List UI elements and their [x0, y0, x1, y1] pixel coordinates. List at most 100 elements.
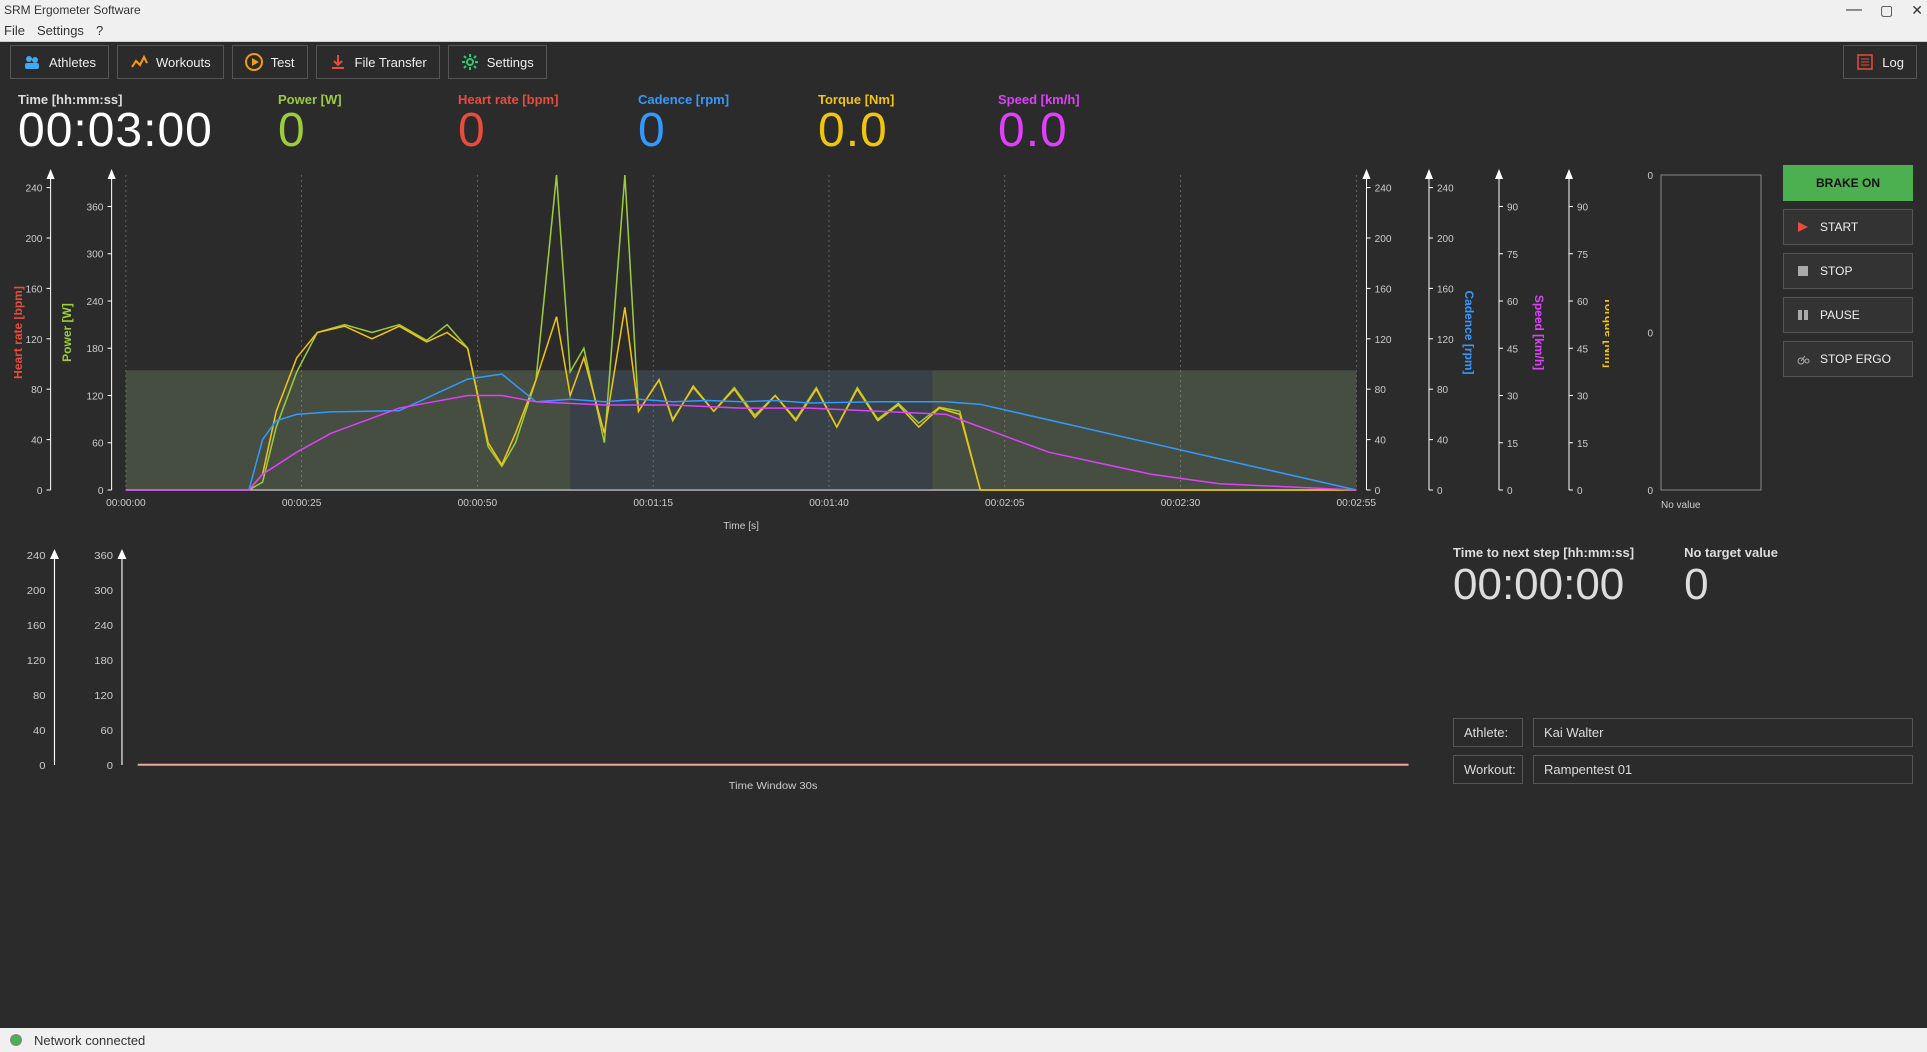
- svg-text:Speed [km/h]: Speed [km/h]: [1532, 295, 1546, 370]
- metric-time-value: 00:03:00: [18, 107, 258, 155]
- svg-text:40: 40: [1437, 436, 1449, 447]
- no-target-label: No target value: [1684, 545, 1778, 560]
- svg-text:40: 40: [31, 436, 43, 447]
- svg-text:90: 90: [1507, 203, 1519, 214]
- svg-text:240: 240: [94, 621, 113, 632]
- svg-text:0: 0: [1507, 486, 1513, 497]
- menu-settings[interactable]: Settings: [37, 23, 84, 38]
- main-chart: 04080120160200240Heart rate [bpm]0601201…: [14, 165, 1397, 535]
- settings-button[interactable]: Settings: [448, 45, 547, 79]
- svg-text:240: 240: [27, 551, 46, 562]
- brake-button[interactable]: BRAKE ON: [1783, 165, 1913, 201]
- svg-text:0: 0: [1577, 486, 1583, 497]
- svg-text:Time [s]: Time [s]: [723, 521, 759, 532]
- file-transfer-button[interactable]: File Transfer: [316, 45, 440, 79]
- metric-torque: Torque [Nm] 0.0: [818, 92, 978, 155]
- athlete-value: Kai Walter: [1533, 718, 1913, 747]
- workout-label: Workout:: [1453, 755, 1523, 784]
- log-label: Log: [1882, 55, 1904, 70]
- svg-text:120: 120: [26, 335, 43, 346]
- metric-speed-value: 0.0: [998, 107, 1158, 155]
- start-button[interactable]: START: [1783, 209, 1913, 245]
- athlete-row: Athlete: Kai Walter: [1453, 718, 1913, 747]
- stop-ergo-icon: [1796, 352, 1810, 366]
- pause-label: PAUSE: [1820, 308, 1860, 322]
- svg-text:75: 75: [1577, 250, 1589, 261]
- menu-file[interactable]: File: [4, 23, 25, 38]
- svg-text:90: 90: [1577, 203, 1589, 214]
- no-target: No target value 0: [1684, 545, 1778, 610]
- close-icon[interactable]: ✕: [1911, 2, 1923, 19]
- pause-button[interactable]: PAUSE: [1783, 297, 1913, 333]
- svg-text:Heart rate [bpm]: Heart rate [bpm]: [14, 286, 25, 379]
- svg-text:0: 0: [107, 761, 113, 772]
- svg-text:45: 45: [1577, 344, 1589, 355]
- metric-speed: Speed [km/h] 0.0: [998, 92, 1158, 155]
- workouts-button[interactable]: Workouts: [117, 45, 224, 79]
- svg-text:60: 60: [1577, 297, 1589, 308]
- test-icon: [245, 53, 263, 71]
- svg-text:Torque [Nm]: Torque [Nm]: [1602, 297, 1609, 367]
- workout-row: Workout: Rampentest 01: [1453, 755, 1913, 784]
- svg-text:360: 360: [87, 203, 104, 214]
- athletes-label: Athletes: [49, 55, 96, 70]
- maximize-icon[interactable]: ▢: [1880, 2, 1893, 19]
- right-axes-extra: 04080120160200240Cadence [rpm]0153045607…: [1409, 165, 1609, 535]
- info-column: Time to next step [hh:mm:ss] 00:00:00 No…: [1443, 545, 1913, 795]
- svg-text:300: 300: [94, 586, 113, 597]
- svg-text:300: 300: [87, 250, 104, 261]
- next-step-value: 00:00:00: [1453, 560, 1634, 610]
- svg-text:15: 15: [1507, 439, 1519, 450]
- svg-text:Cadence [rpm]: Cadence [rpm]: [1462, 290, 1476, 374]
- svg-text:00:00:50: 00:00:50: [458, 498, 498, 509]
- window-title: SRM Ergometer Software: [4, 3, 141, 17]
- svg-text:0: 0: [1647, 486, 1653, 497]
- workout-value: Rampentest 01: [1533, 755, 1913, 784]
- pause-icon: [1796, 308, 1810, 322]
- svg-text:00:01:40: 00:01:40: [809, 498, 849, 509]
- svg-text:0: 0: [37, 486, 43, 497]
- svg-text:120: 120: [94, 691, 113, 702]
- metric-cadence: Cadence [rpm] 0: [638, 92, 798, 155]
- metric-cadence-value: 0: [638, 107, 798, 155]
- svg-text:60: 60: [92, 439, 104, 450]
- svg-text:00:01:15: 00:01:15: [633, 498, 673, 509]
- brake-label: BRAKE ON: [1816, 176, 1880, 190]
- metrics-row: Time [hh:mm:ss] 00:03:00 Power [W] 0 Hea…: [14, 88, 1913, 165]
- svg-text:360: 360: [94, 551, 113, 562]
- svg-text:75: 75: [1507, 250, 1519, 261]
- stop-button[interactable]: STOP: [1783, 253, 1913, 289]
- stop-label: STOP: [1820, 264, 1852, 278]
- log-button[interactable]: Log: [1843, 45, 1917, 79]
- athlete-label: Athlete:: [1453, 718, 1523, 747]
- minimize-icon[interactable]: —: [1846, 1, 1862, 19]
- svg-text:00:00:25: 00:00:25: [282, 498, 322, 509]
- svg-text:120: 120: [87, 392, 104, 403]
- svg-text:0: 0: [1375, 486, 1381, 497]
- test-button[interactable]: Test: [232, 45, 308, 79]
- statusbar: Network connected: [0, 1028, 1927, 1052]
- athletes-button[interactable]: Athletes: [10, 45, 109, 79]
- test-label: Test: [271, 55, 295, 70]
- svg-text:0: 0: [1647, 171, 1653, 182]
- athletes-icon: [23, 53, 41, 71]
- toolbar: Athletes Workouts Test File Transfer Set…: [0, 42, 1927, 82]
- svg-text:0: 0: [1437, 486, 1443, 497]
- svg-text:200: 200: [26, 234, 43, 245]
- svg-text:120: 120: [1437, 335, 1454, 346]
- workouts-label: Workouts: [156, 55, 211, 70]
- metric-hr: Heart rate [bpm] 0: [458, 92, 618, 155]
- svg-text:00:00:00: 00:00:00: [106, 498, 146, 509]
- metric-power: Power [W] 0: [278, 92, 438, 155]
- svg-text:No value: No value: [1661, 500, 1701, 511]
- svg-text:120: 120: [1375, 335, 1392, 346]
- status-text: Network connected: [34, 1033, 145, 1048]
- svg-text:160: 160: [1437, 284, 1454, 295]
- stop-ergo-button[interactable]: STOP ERGO: [1783, 341, 1913, 377]
- start-icon: [1796, 220, 1810, 234]
- menu-help[interactable]: ?: [96, 23, 103, 38]
- status-dot-icon: [10, 1034, 22, 1046]
- stop-ergo-label: STOP ERGO: [1820, 352, 1891, 366]
- start-label: START: [1820, 220, 1858, 234]
- svg-text:00:02:30: 00:02:30: [1161, 498, 1201, 509]
